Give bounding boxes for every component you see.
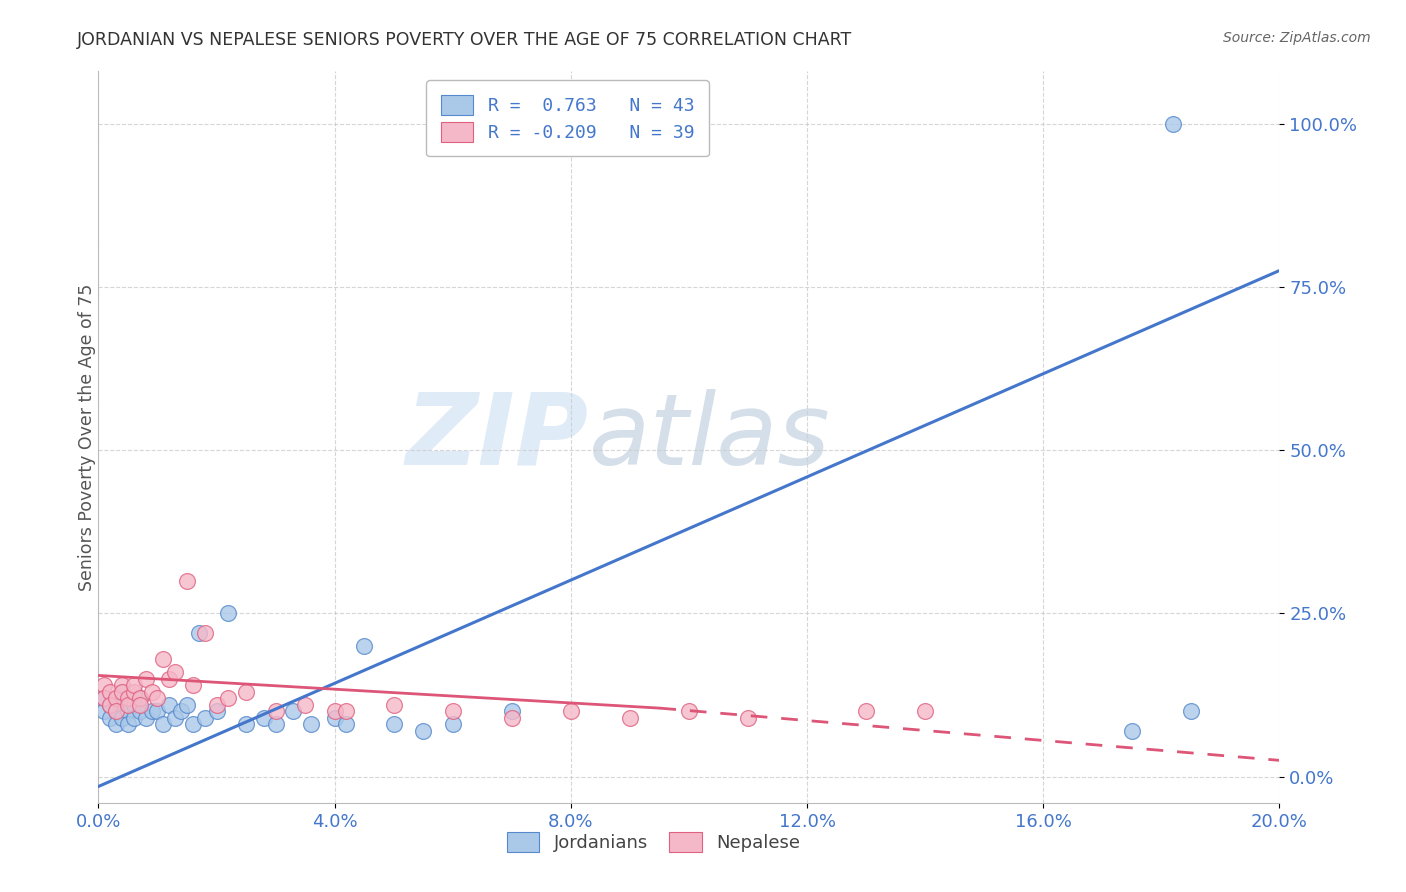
Point (194, 626, 217, 640)
Point (914, 705, 936, 719)
Point (98, 685, 121, 699)
Point (187, 626, 209, 640)
Point (165, 665, 187, 680)
Point (111, 698, 134, 712)
Point (105, 705, 128, 719)
Point (560, 705, 582, 719)
Point (1161, 117, 1184, 131)
Point (93, 678, 115, 692)
Point (181, 678, 204, 692)
Point (105, 691, 128, 706)
Point (152, 652, 174, 666)
Point (737, 711, 759, 725)
Point (299, 717, 322, 731)
Point (501, 705, 523, 719)
Point (111, 685, 134, 699)
Point (105, 717, 128, 731)
Point (117, 691, 139, 706)
Point (122, 698, 145, 712)
Point (194, 711, 217, 725)
Point (217, 607, 239, 621)
Point (264, 717, 287, 731)
Point (98, 698, 121, 712)
Point (165, 711, 187, 725)
Point (335, 705, 357, 719)
Point (105, 705, 128, 719)
Point (122, 685, 145, 699)
Text: Source: ZipAtlas.com: Source: ZipAtlas.com (1223, 31, 1371, 45)
Point (146, 691, 169, 706)
Point (235, 717, 257, 731)
Point (93, 691, 115, 706)
Point (128, 691, 150, 706)
Point (335, 717, 357, 731)
Point (170, 705, 193, 719)
Point (117, 698, 139, 712)
Point (141, 705, 163, 719)
Point (117, 717, 139, 731)
Point (441, 705, 464, 719)
Point (264, 705, 287, 719)
Text: ZIP: ZIP (405, 389, 589, 485)
Text: atlas: atlas (589, 389, 830, 485)
Point (111, 711, 134, 725)
Point (441, 717, 464, 731)
Point (122, 711, 145, 725)
Point (128, 691, 150, 706)
Point (205, 698, 228, 712)
Point (205, 705, 228, 719)
Point (152, 717, 174, 731)
Point (1121, 723, 1143, 738)
Point (135, 711, 157, 725)
Point (1180, 705, 1202, 719)
Point (283, 705, 305, 719)
Point (176, 698, 198, 712)
Point (135, 672, 157, 686)
Point (93, 705, 115, 719)
Legend: Jordanians, Nepalese: Jordanians, Nepalese (499, 825, 807, 860)
Point (217, 691, 239, 706)
Point (105, 691, 128, 706)
Point (235, 685, 257, 699)
Point (412, 723, 434, 738)
Point (98, 698, 121, 712)
Point (353, 639, 375, 653)
Point (382, 698, 405, 712)
Point (141, 685, 163, 699)
Point (128, 698, 150, 712)
Point (146, 705, 169, 719)
Text: JORDANIAN VS NEPALESE SENIORS POVERTY OVER THE AGE OF 75 CORRELATION CHART: JORDANIAN VS NEPALESE SENIORS POVERTY OV… (77, 31, 852, 49)
Point (678, 705, 700, 719)
Point (93, 691, 115, 706)
Point (181, 717, 204, 731)
Point (294, 698, 316, 712)
Point (323, 711, 346, 725)
Point (176, 574, 198, 588)
Y-axis label: Seniors Poverty Over the Age of 75: Seniors Poverty Over the Age of 75 (79, 284, 96, 591)
Point (111, 685, 134, 699)
Point (855, 705, 877, 719)
Point (117, 705, 139, 719)
Point (323, 705, 346, 719)
Point (157, 698, 180, 712)
Point (382, 717, 405, 731)
Point (157, 672, 180, 686)
Point (253, 711, 276, 725)
Point (111, 678, 134, 692)
Point (122, 678, 145, 692)
Point (98, 711, 121, 725)
Point (501, 711, 523, 725)
Point (619, 711, 641, 725)
Point (128, 705, 150, 719)
